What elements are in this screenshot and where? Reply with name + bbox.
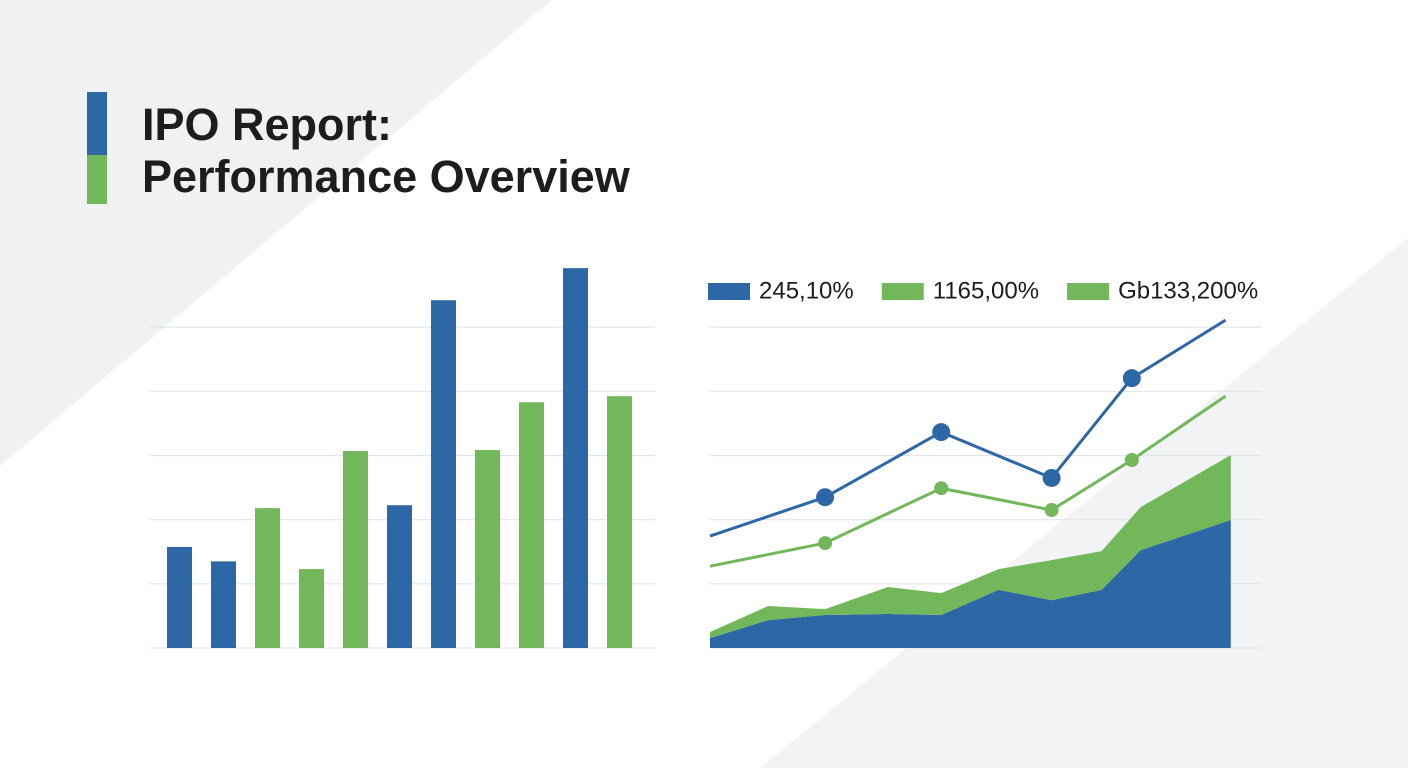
point: [1042, 468, 1061, 487]
point: [816, 488, 835, 507]
bar: [255, 508, 280, 648]
legend-swatch: [1067, 283, 1110, 300]
bar: [431, 300, 456, 648]
legend-swatch: [881, 283, 924, 300]
bar: [387, 505, 412, 648]
point: [1044, 503, 1059, 518]
title-line: IPO Report:: [142, 99, 392, 150]
legend-label: 245,10%: [759, 277, 854, 304]
legend-label: Gb133,200%: [1118, 277, 1258, 304]
point: [932, 423, 951, 442]
legend-label: 1165,00%: [933, 277, 1039, 304]
line: [709, 318, 1227, 538]
bar: [211, 561, 236, 648]
bar: [475, 450, 500, 648]
accent-bar: [87, 92, 107, 155]
accent-bar: [87, 155, 107, 204]
point: [1124, 452, 1139, 467]
bar: [607, 396, 632, 648]
point: [934, 481, 949, 496]
point: [818, 536, 833, 551]
bar: [343, 451, 368, 648]
bar: [519, 402, 544, 648]
area: [710, 519, 1231, 648]
line: [709, 394, 1227, 568]
bar: [167, 546, 192, 648]
bar: [563, 268, 588, 648]
point: [1122, 369, 1141, 388]
legend-swatch: [708, 283, 750, 300]
bg-shape: [0, 0, 552, 466]
bar: [299, 569, 324, 648]
title-line: Performance Overview: [142, 151, 631, 202]
area: [710, 455, 1231, 639]
